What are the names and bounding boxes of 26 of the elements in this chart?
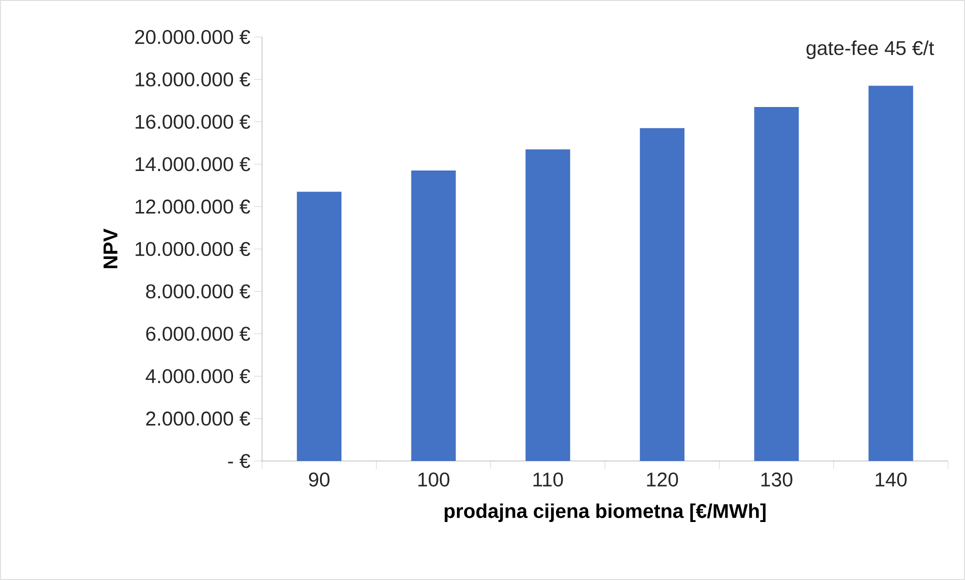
x-tick-label: 110 bbox=[533, 472, 563, 487]
x-tick-label: 100 bbox=[418, 472, 450, 487]
y-tick-label: 10.000.000 € bbox=[136, 242, 250, 256]
annotation: gate-fee 45 €/t bbox=[806, 40, 934, 60]
bar bbox=[754, 106, 799, 461]
bar bbox=[868, 86, 914, 461]
bar bbox=[526, 149, 570, 461]
y-tick-label: 12.000.000 € bbox=[136, 200, 250, 214]
x-tick-label: 130 bbox=[761, 472, 792, 487]
y-tick-label: - € bbox=[228, 454, 250, 468]
y-tick-label: 16.000.000 € bbox=[136, 114, 250, 129]
x-tick-label: 90 bbox=[309, 472, 330, 487]
y-tick-label: 2.000.000 € bbox=[146, 412, 250, 426]
y-axis-title: NPV bbox=[104, 228, 118, 268]
y-tick-label: 18.000.000 € bbox=[136, 72, 250, 86]
y-tick-label: 6.000.000 € bbox=[146, 326, 250, 341]
x-tick-label: 140 bbox=[876, 472, 907, 487]
y-tick-label: 8.000.000 € bbox=[146, 284, 250, 298]
x-axis-title: prodajna cijena biometna [€/MWh] bbox=[444, 503, 766, 522]
bar bbox=[411, 170, 456, 461]
y-tick-label: 4.000.000 € bbox=[146, 369, 250, 384]
x-tick-label: 120 bbox=[647, 472, 678, 487]
bar bbox=[640, 128, 684, 461]
bar bbox=[296, 192, 342, 461]
y-tick-label: 14.000.000 € bbox=[136, 157, 250, 172]
y-tick-label: 20.000.000 € bbox=[135, 30, 250, 44]
